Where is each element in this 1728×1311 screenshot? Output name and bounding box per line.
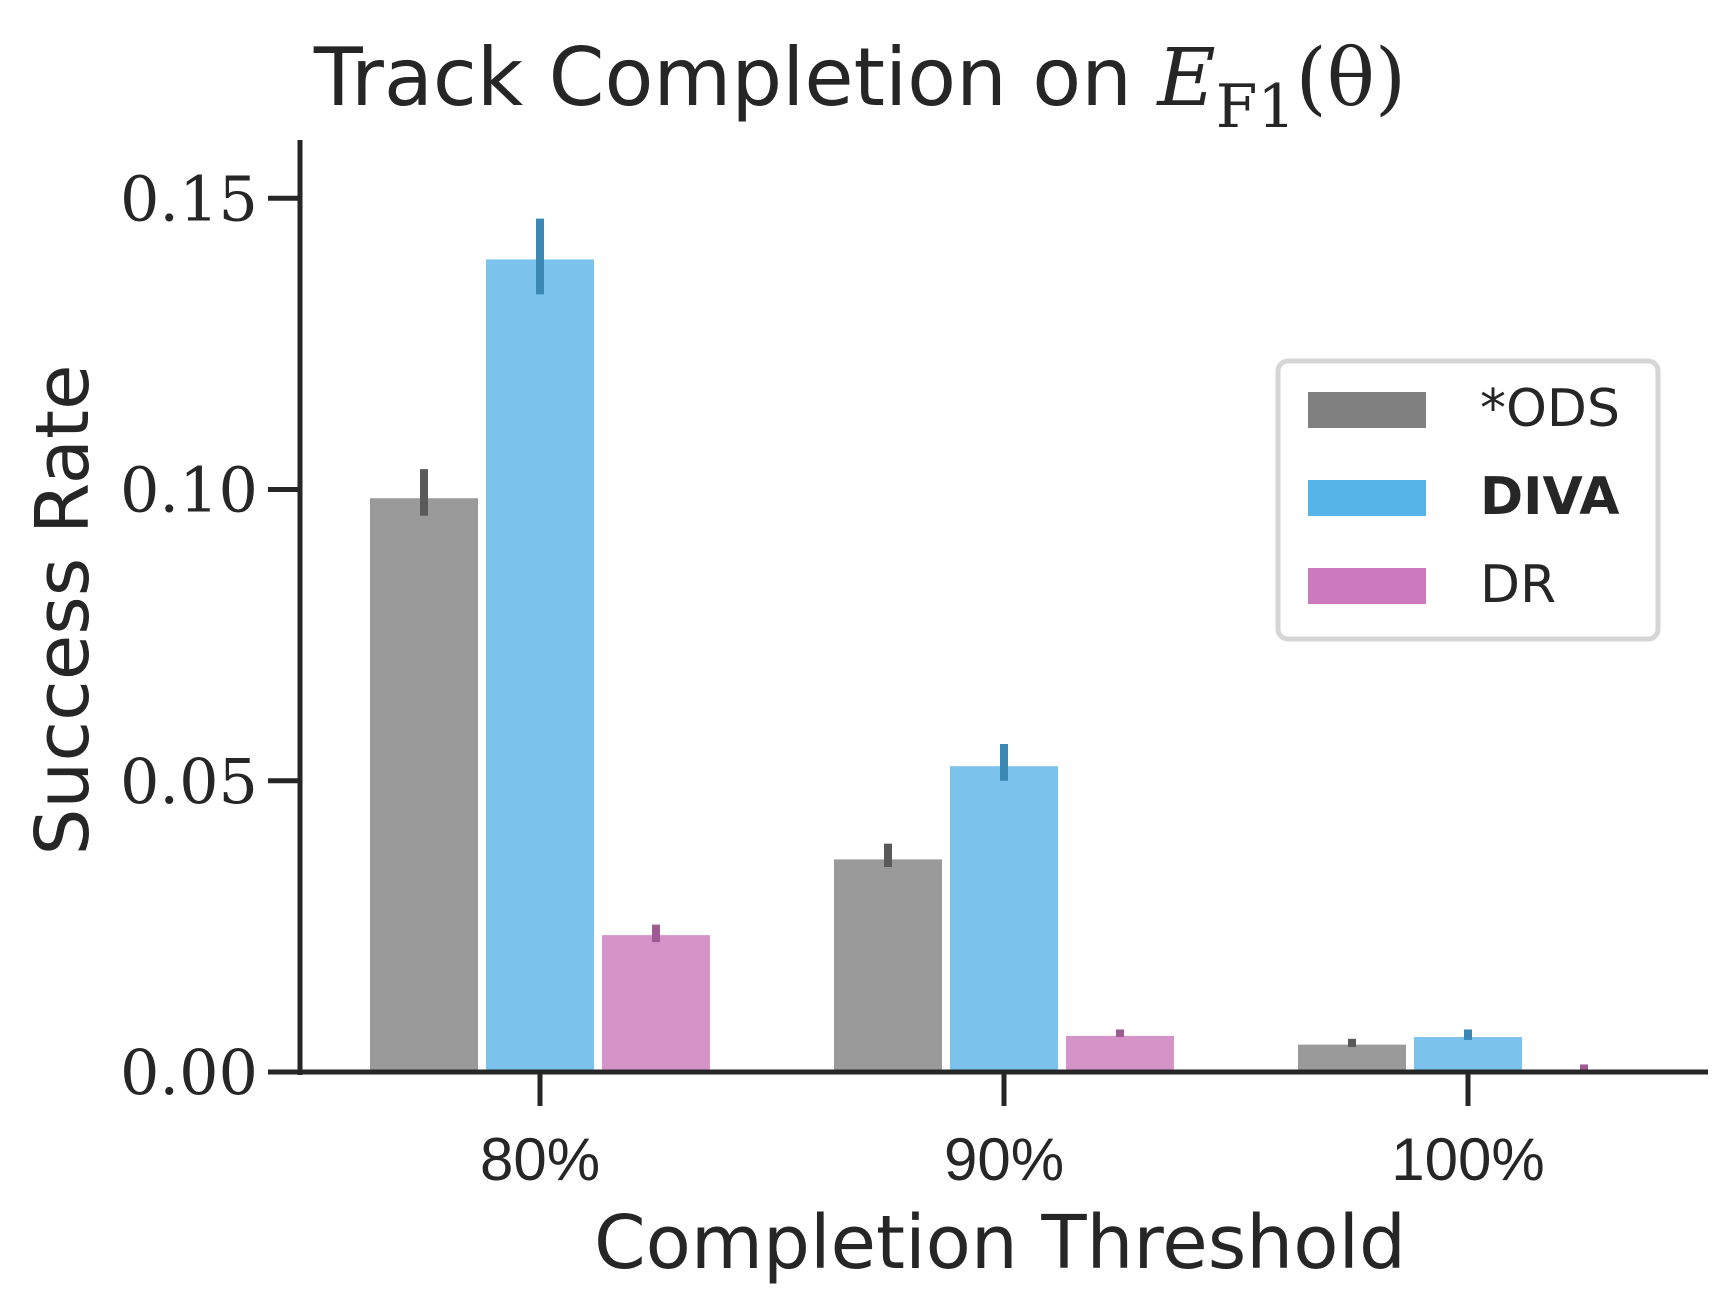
bar-diva-1 xyxy=(950,766,1058,1072)
y-tick-label-1: 0.05 xyxy=(120,745,258,818)
bar-diva-0 xyxy=(486,259,594,1073)
legend-label-dr: DR xyxy=(1480,555,1556,615)
x-tick-label-2: 100% xyxy=(1391,1126,1544,1193)
x-axis-label: Completion Threshold xyxy=(594,1200,1406,1286)
bar-ods-1 xyxy=(834,859,942,1072)
y-tick-label-3: 0.15 xyxy=(120,162,258,235)
y-axis-label: Success Rate xyxy=(20,364,106,855)
axes-layer: 0.00 0.05 0.10 0.15 80% 90% 100% xyxy=(120,140,1708,1193)
title-math-argument: (θ) xyxy=(1296,31,1407,124)
title-math-subscript: F1 xyxy=(1216,72,1296,142)
bar-ods-0 xyxy=(370,498,478,1072)
legend-label-ods: *ODS xyxy=(1480,379,1620,439)
legend: *ODS DIVA DR xyxy=(1275,358,1661,642)
legend-items: *ODS DIVA DR xyxy=(1308,379,1620,615)
bar-ods-2 xyxy=(1298,1044,1406,1072)
x-tick-label-1: 90% xyxy=(944,1126,1064,1193)
chart-title-text: Track Completion on xyxy=(313,31,1157,124)
legend-swatch-dr xyxy=(1308,568,1426,604)
bar-dr-0 xyxy=(602,935,710,1072)
x-tick-label-0: 80% xyxy=(480,1126,600,1193)
legend-swatch-diva xyxy=(1308,480,1426,516)
bars-layer xyxy=(370,218,1638,1073)
legend-swatch-ods xyxy=(1308,392,1426,428)
legend-label-diva: DIVA xyxy=(1480,467,1619,527)
title-math-base: E xyxy=(1155,31,1215,124)
bar-diva-2 xyxy=(1414,1037,1522,1072)
chart-title: Track Completion on EF1(θ) xyxy=(313,31,1406,142)
y-tick-label-2: 0.10 xyxy=(120,454,258,527)
y-tick-label-0: 0.00 xyxy=(120,1036,258,1109)
bar-dr-1 xyxy=(1066,1035,1174,1072)
